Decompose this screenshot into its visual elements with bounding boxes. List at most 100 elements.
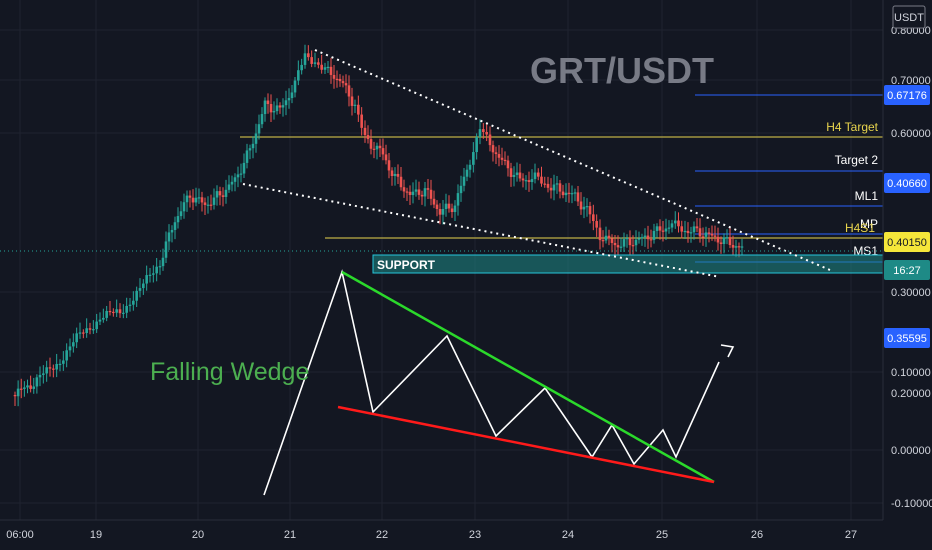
candle-body	[142, 283, 145, 289]
candle-body	[173, 222, 177, 230]
candle-body	[701, 236, 705, 238]
candle-body	[329, 66, 333, 75]
candle-body	[704, 232, 708, 237]
candle-body	[203, 202, 207, 205]
candle-body	[179, 211, 183, 217]
candle-body	[338, 78, 342, 82]
candle-body	[369, 139, 373, 149]
candle-body	[218, 191, 222, 196]
candle-body	[58, 363, 62, 366]
level-label: ML1	[855, 189, 879, 203]
wedge-zigzag	[263, 269, 720, 496]
currency-box[interactable]	[892, 5, 926, 29]
candle-body	[432, 198, 436, 205]
candle-body	[212, 197, 216, 205]
candle-body	[35, 377, 39, 387]
candle-body	[478, 129, 482, 137]
candle-body	[221, 195, 225, 197]
level-label: H4S1	[845, 221, 875, 235]
candle-body	[503, 159, 507, 162]
candle-body	[387, 160, 391, 171]
candle-body	[719, 242, 723, 244]
candle-body	[13, 395, 17, 397]
candle-body	[616, 245, 620, 248]
candle-body	[652, 230, 656, 240]
candle-body	[350, 96, 354, 106]
candle-body	[658, 226, 662, 231]
candle-body	[637, 238, 641, 240]
candle-body	[622, 239, 626, 247]
candle-body	[269, 104, 273, 113]
candle-body	[664, 228, 668, 232]
candle-body	[85, 328, 88, 334]
candle-body	[423, 188, 427, 197]
price-axis[interactable]: 0.800000.700000.600000.300000.100000.000…	[882, 0, 932, 520]
candle-body	[98, 319, 102, 322]
candles	[13, 44, 744, 407]
time-tick-label: 21	[284, 529, 296, 541]
candle-body	[506, 160, 510, 169]
candle-body	[695, 226, 699, 229]
time-axis[interactable]: 06:00 19 20 21 22 23 24 25 26 27	[6, 529, 857, 541]
candle-body	[530, 179, 534, 183]
candle-body	[488, 134, 492, 146]
candle-body	[509, 168, 513, 177]
candle-body	[399, 176, 403, 188]
candle-body	[595, 221, 598, 228]
candle-body	[447, 203, 451, 209]
candle-body	[357, 104, 360, 115]
candle-body	[65, 350, 68, 361]
candle-body	[310, 57, 313, 64]
candle-body	[512, 174, 516, 177]
candle-body	[188, 195, 192, 198]
candle-body	[366, 135, 370, 140]
candle-body	[426, 188, 430, 190]
candle-body	[649, 239, 653, 241]
wedge-lower-line	[337, 405, 715, 484]
candle-body	[158, 266, 162, 268]
candle-body	[191, 197, 195, 203]
candle-body	[468, 164, 472, 170]
candle-body	[233, 177, 237, 182]
candle-body	[52, 368, 55, 370]
candle-body	[527, 180, 531, 183]
candle-body	[552, 184, 556, 191]
candle-body	[533, 172, 537, 180]
candle-body	[317, 62, 320, 65]
time-tick-label: 25	[656, 529, 668, 541]
candle-body	[245, 150, 249, 163]
candle-body	[182, 202, 186, 212]
candle-body	[625, 238, 629, 240]
candle-body	[326, 66, 330, 69]
candle-body	[102, 317, 105, 320]
candle-body	[692, 226, 696, 233]
candle-body	[667, 227, 671, 229]
candle-body	[725, 237, 729, 239]
candle-body	[604, 235, 608, 241]
candle-body	[257, 124, 261, 134]
candle-body	[209, 204, 213, 206]
level-label: Target 2	[835, 153, 879, 167]
candle-body	[200, 197, 204, 203]
candle-body	[500, 157, 504, 160]
candle-body	[429, 189, 433, 199]
candle-body	[92, 329, 95, 331]
support-label: SUPPORT	[377, 258, 436, 272]
candle-body	[475, 136, 478, 153]
candle-body	[521, 178, 525, 181]
candle-body	[417, 189, 421, 195]
candle-body	[558, 183, 562, 192]
candle-body	[634, 239, 638, 246]
time-tick-label: 23	[469, 529, 481, 541]
candle-body	[32, 386, 36, 389]
candle-body	[215, 191, 219, 198]
pattern-label: Falling Wedge	[150, 358, 309, 386]
candle-body	[55, 363, 58, 370]
candle-body	[716, 236, 720, 243]
support-zone[interactable]	[372, 254, 884, 274]
candle-body	[444, 203, 448, 209]
candle-body	[598, 227, 602, 241]
candle-body	[78, 332, 82, 334]
candle-body	[737, 246, 741, 248]
